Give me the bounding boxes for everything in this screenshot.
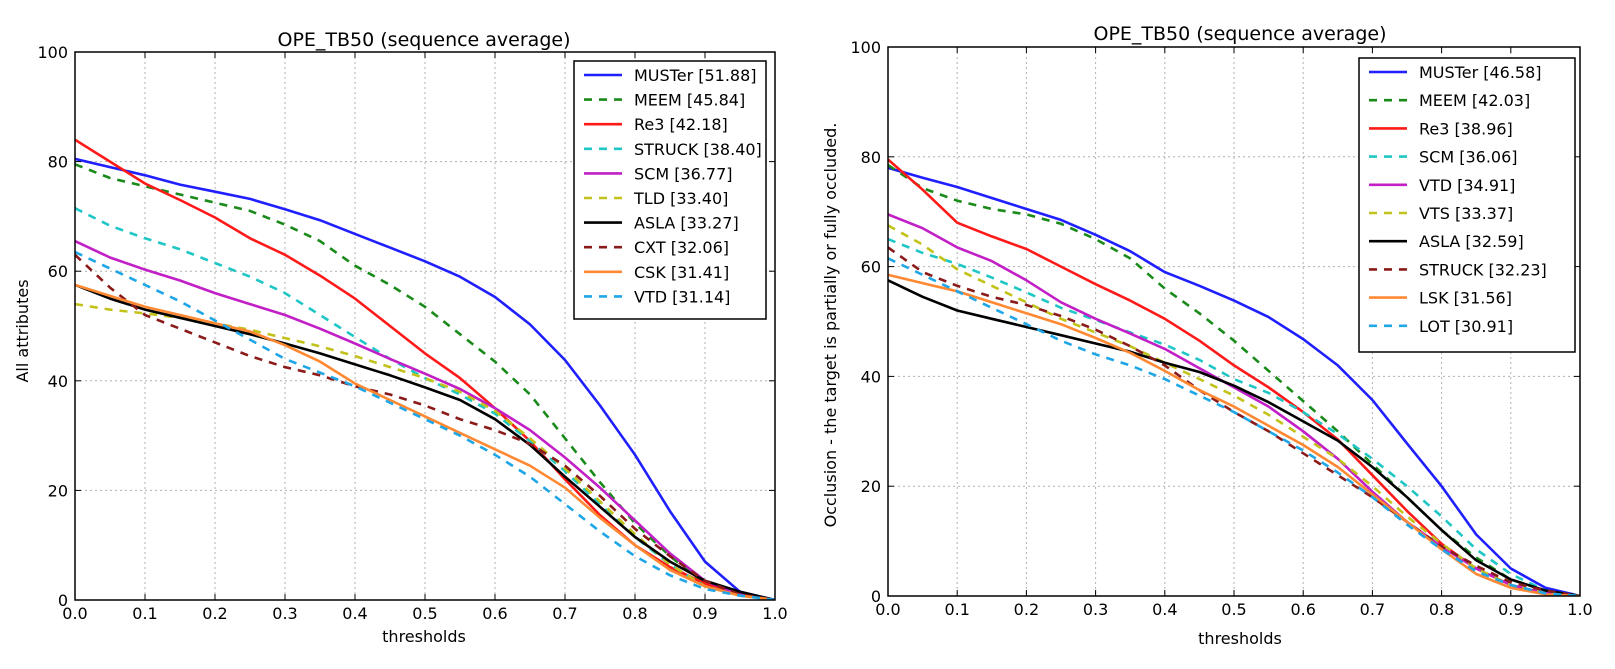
legend-label-4: SCM [36.77]	[634, 164, 733, 183]
series-line-0	[75, 157, 775, 600]
x-tick-label: 0.5	[1221, 600, 1246, 619]
x-tick-label: 0.7	[552, 604, 577, 623]
y-tick-label: 80	[861, 148, 881, 167]
x-tick-label: 0.1	[944, 600, 969, 619]
x-tick-label: 0.8	[622, 604, 647, 623]
y-axis-label: All attributes	[13, 279, 32, 382]
legend: MUSTer [46.58] MEEM [42.03] Re3 [38.96] SCM…	[1358, 57, 1576, 353]
y-tick-label: 60	[861, 258, 881, 277]
x-axis-label: thresholds	[1198, 629, 1282, 648]
series-line-8	[75, 283, 775, 600]
legend-label-1: MEEM [42.03]	[1419, 91, 1530, 110]
x-tick-label: 0.5	[412, 604, 437, 623]
series-line-6	[75, 283, 775, 600]
legend-label-8: LSK [31.56]	[1419, 289, 1512, 308]
chart-title: OPE_TB50 (sequence average)	[1094, 23, 1387, 45]
legend-label-6: ASLA [33.27]	[634, 214, 739, 233]
series-line-4	[888, 213, 1580, 596]
legend-label-8: CSK [31.41]	[634, 263, 729, 282]
chart-all-attributes: OPE_TB50 (sequence average) thresholds A…	[13, 29, 788, 646]
series-line-9	[75, 250, 775, 600]
y-tick-label: 40	[48, 372, 68, 391]
x-tick-label: 1.0	[1567, 600, 1592, 619]
series-line-7	[888, 246, 1580, 596]
x-axis-label: thresholds	[382, 627, 466, 646]
series-line-3	[888, 237, 1580, 596]
series-line-8	[888, 273, 1580, 596]
legend-label-2: Re3 [42.18]	[634, 115, 728, 134]
legend-label-9: LOT [30.91]	[1419, 317, 1513, 336]
series-line-1	[888, 163, 1580, 596]
x-tick-label: 0.9	[1498, 600, 1523, 619]
legend-label-0: MUSTer [51.88]	[634, 66, 757, 85]
x-tick-label: 0.9	[692, 604, 717, 623]
series-line-4	[75, 239, 775, 600]
y-tick-label: 100	[37, 43, 68, 62]
legend-label-5: VTS [33.37]	[1419, 204, 1513, 223]
y-tick-label: 20	[48, 481, 68, 500]
y-tick-label: 0	[58, 591, 68, 610]
legend-label-1: MEEM [45.84]	[634, 91, 745, 110]
legend-box	[573, 60, 767, 320]
series-line-2	[75, 138, 775, 600]
x-tick-label: 0.2	[1014, 600, 1039, 619]
series-line-1	[75, 163, 775, 600]
legend-label-3: SCM [36.06]	[1419, 148, 1518, 167]
x-tick-label: 0.4	[1152, 600, 1177, 619]
x-tick-label: 0.2	[202, 604, 227, 623]
y-tick-label: 100	[850, 38, 881, 57]
x-tick-label: 0.4	[342, 604, 367, 623]
legend-label-2: Re3 [38.96]	[1419, 119, 1513, 138]
series-line-7	[75, 253, 775, 600]
x-tick-label: 0.6	[1290, 600, 1315, 619]
legend-label-5: TLD [33.40]	[633, 189, 728, 208]
chart-title: OPE_TB50 (sequence average)	[278, 29, 571, 51]
x-tick-label: 0.6	[482, 604, 507, 623]
x-tick-label: 0.8	[1429, 600, 1454, 619]
legend-label-7: STRUCK [32.23]	[1419, 260, 1547, 279]
legend-label-7: CXT [32.06]	[634, 238, 729, 257]
x-tick-label: 0.0	[62, 604, 87, 623]
series-line-0	[888, 166, 1580, 596]
x-tick-label: 1.0	[762, 604, 787, 623]
legend-label-4: VTD [34.91]	[1419, 176, 1515, 195]
y-tick-label: 20	[861, 477, 881, 496]
y-tick-label: 40	[861, 367, 881, 386]
x-tick-label: 0.0	[875, 600, 900, 619]
series-line-6	[888, 279, 1580, 596]
chart-occlusion: OPE_TB50 (sequence average) thresholds O…	[821, 23, 1593, 648]
legend-box	[1358, 57, 1576, 353]
x-tick-label: 0.1	[132, 604, 157, 623]
x-tick-label: 0.3	[1083, 600, 1108, 619]
legend-label-0: MUSTer [46.58]	[1419, 63, 1542, 82]
series-line-3	[75, 207, 775, 600]
y-axis-label: Occlusion - the target is partially or f…	[821, 123, 840, 528]
x-tick-label: 0.3	[272, 604, 297, 623]
y-tick-label: 80	[48, 153, 68, 172]
legend-label-6: ASLA [32.59]	[1419, 232, 1524, 251]
legend-label-9: VTD [31.14]	[634, 287, 730, 306]
legend-label-3: STRUCK [38.40]	[634, 140, 762, 159]
y-tick-label: 60	[48, 262, 68, 281]
legend: MUSTer [51.88] MEEM [45.84] Re3 [42.18] STR…	[573, 60, 767, 320]
series-group	[888, 158, 1580, 596]
series-group	[75, 138, 775, 600]
series-line-9	[888, 257, 1580, 596]
x-tick-label: 0.7	[1360, 600, 1385, 619]
y-tick-label: 0	[871, 587, 881, 606]
